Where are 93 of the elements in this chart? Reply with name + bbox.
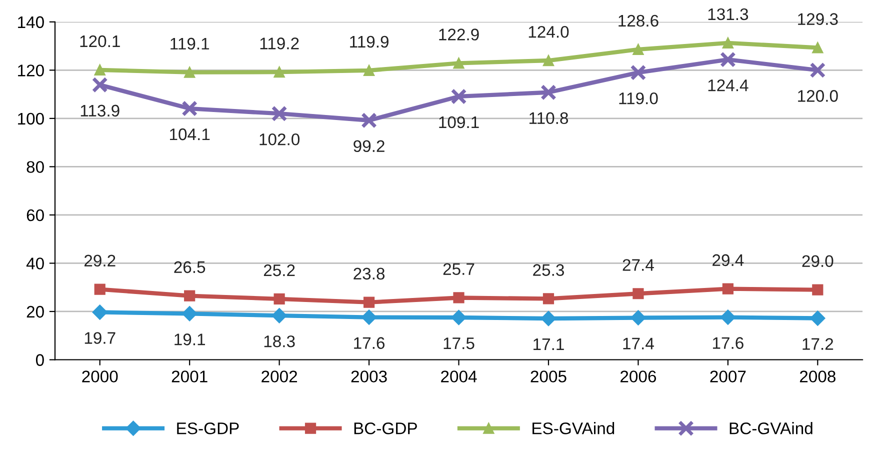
- point: [363, 64, 375, 76]
- point: [632, 44, 644, 55]
- y-tick-label: 20: [26, 306, 44, 318]
- data-label: 119.1: [170, 38, 210, 50]
- data-label: 17.1: [534, 338, 564, 350]
- data-label: 110.8: [530, 112, 568, 124]
- point: [720, 52, 736, 68]
- x-tick-label: 2001: [172, 370, 208, 382]
- point: [542, 54, 554, 66]
- data-label: 124.4: [708, 79, 748, 92]
- y-tick-label: 40: [26, 258, 44, 270]
- point: [274, 293, 285, 304]
- data-label: 17.6: [712, 337, 744, 349]
- point: [453, 58, 464, 69]
- data-label: 109.1: [439, 116, 479, 128]
- data-label: 25.3: [533, 264, 564, 276]
- data-label: 17.5: [444, 338, 474, 350]
- point: [722, 283, 734, 294]
- point: [722, 37, 734, 48]
- point: [810, 62, 826, 78]
- data-label: 119.9: [350, 36, 388, 48]
- y-tick-label: 120: [18, 64, 44, 76]
- data-label: 131.3: [708, 8, 748, 20]
- data-label: 29.4: [712, 254, 744, 266]
- legend-label: BC-GDP: [354, 422, 417, 434]
- data-label: 25.7: [443, 263, 474, 275]
- legend-label: ES-GVAind: [532, 422, 614, 434]
- point: [630, 310, 646, 326]
- data-label: 17.6: [354, 337, 385, 349]
- data-label: 19.1: [174, 334, 205, 346]
- data-label: 124.0: [528, 26, 569, 38]
- point: [271, 106, 288, 122]
- data-label: 113.9: [80, 104, 120, 117]
- point: [94, 64, 106, 76]
- data-label: 29.0: [802, 255, 834, 268]
- data-label: 119.2: [260, 38, 299, 50]
- y-tick-label: 60: [26, 209, 44, 222]
- data-label: 17.2: [802, 338, 834, 350]
- data-label: 102.0: [260, 133, 300, 146]
- point: [540, 310, 556, 326]
- y-tick-label: 80: [26, 161, 44, 173]
- data-label: 128.6: [618, 14, 658, 27]
- point: [720, 310, 736, 325]
- point: [184, 290, 196, 302]
- point: [184, 66, 196, 78]
- y-tick-label: 0: [36, 354, 44, 366]
- x-tick-label: 2007: [710, 370, 746, 382]
- data-label: 19.7: [84, 332, 116, 344]
- point: [542, 293, 554, 304]
- legend-label: BC-GVAind: [730, 422, 812, 434]
- point: [810, 310, 826, 326]
- x-tick-label: 2005: [530, 370, 566, 382]
- x-tick-label: 2003: [351, 370, 387, 382]
- point: [272, 308, 287, 324]
- data-label: 17.4: [623, 338, 654, 350]
- point: [363, 296, 375, 308]
- point: [453, 292, 464, 304]
- point: [92, 76, 108, 93]
- point: [274, 66, 285, 78]
- x-tick-label: 2006: [620, 370, 656, 382]
- data-label: 122.9: [439, 28, 479, 40]
- data-label: 23.8: [354, 268, 385, 280]
- legend-label: ES-GDP: [177, 422, 239, 434]
- y-tick-label: 100: [18, 112, 44, 125]
- x-tick-label: 2008: [800, 370, 836, 382]
- data-label: 129.3: [798, 13, 838, 25]
- point: [182, 306, 198, 322]
- data-label: 18.3: [264, 335, 295, 348]
- point: [361, 310, 377, 325]
- point: [812, 42, 824, 54]
- point: [92, 304, 108, 320]
- data-label: 99.2: [354, 140, 384, 152]
- point: [182, 100, 198, 117]
- point: [540, 84, 556, 100]
- data-label: 25.2: [264, 264, 295, 276]
- point: [632, 288, 644, 300]
- point: [94, 284, 106, 295]
- data-label: 120.1: [80, 35, 120, 48]
- point: [361, 112, 378, 128]
- point: [630, 64, 646, 81]
- data-label: 29.2: [84, 254, 116, 267]
- data-label: 26.5: [174, 261, 206, 274]
- x-tick-label: 2004: [441, 370, 477, 382]
- data-label: 120.0: [798, 90, 838, 102]
- x-tick-label: 2000: [82, 370, 118, 382]
- y-tick-label: 140: [18, 16, 44, 28]
- data-label: 27.4: [622, 259, 654, 271]
- data-label: 119.0: [619, 92, 658, 104]
- data-label: 104.1: [170, 128, 210, 140]
- point: [812, 284, 824, 296]
- point: [450, 88, 467, 104]
- x-tick-label: 2002: [262, 370, 298, 382]
- point: [451, 310, 466, 326]
